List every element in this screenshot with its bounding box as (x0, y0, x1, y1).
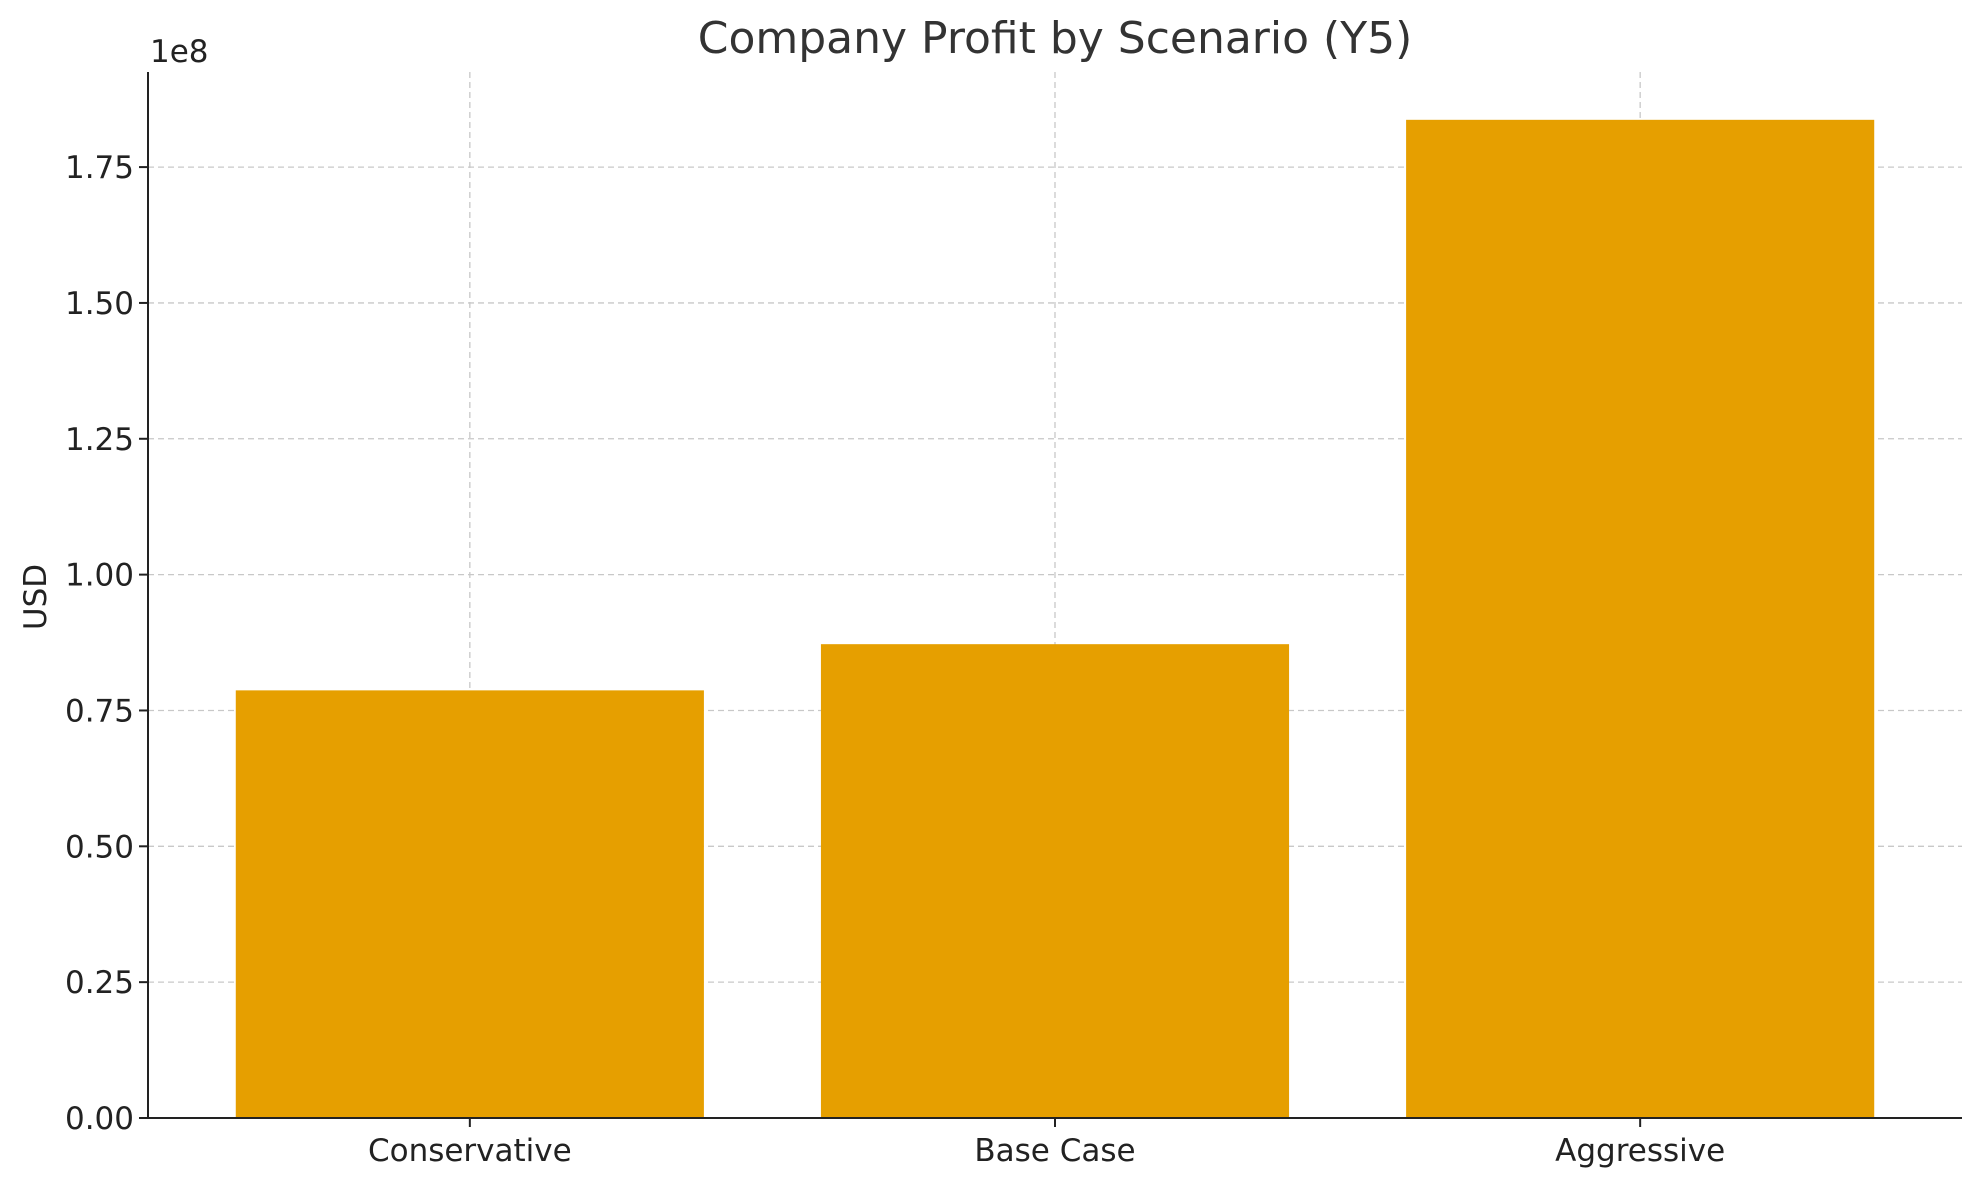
y-tick-label: 0.25 (65, 965, 134, 1001)
y-offset-label: 1e8 (150, 34, 209, 70)
x-ticks: Conservative Base Case Aggressive (368, 1118, 1725, 1169)
y-tick-label: 0.50 (65, 829, 134, 865)
bar-base-case (820, 644, 1290, 1118)
bar-aggressive (1406, 119, 1875, 1119)
y-tick-label: 1.00 (65, 558, 134, 594)
y-tick-label: 1.75 (65, 150, 134, 186)
y-ticks: 0.00 0.25 0.50 0.75 1.00 1.25 1.50 1.75 (65, 150, 148, 1137)
y-tick-label: 1.50 (65, 286, 134, 322)
y-tick-label: 0.00 (65, 1101, 134, 1137)
x-tick-label: Base Case (974, 1133, 1135, 1169)
bars (235, 119, 1875, 1119)
chart-title: Company Profit by Scenario (Y5) (698, 13, 1412, 64)
y-axis-label: USD (18, 564, 54, 630)
bar-conservative (235, 690, 704, 1118)
y-tick-label: 0.75 (65, 693, 134, 729)
x-tick-label: Aggressive (1555, 1133, 1725, 1169)
x-tick-label: Conservative (368, 1133, 572, 1169)
y-tick-label: 1.25 (65, 422, 134, 458)
